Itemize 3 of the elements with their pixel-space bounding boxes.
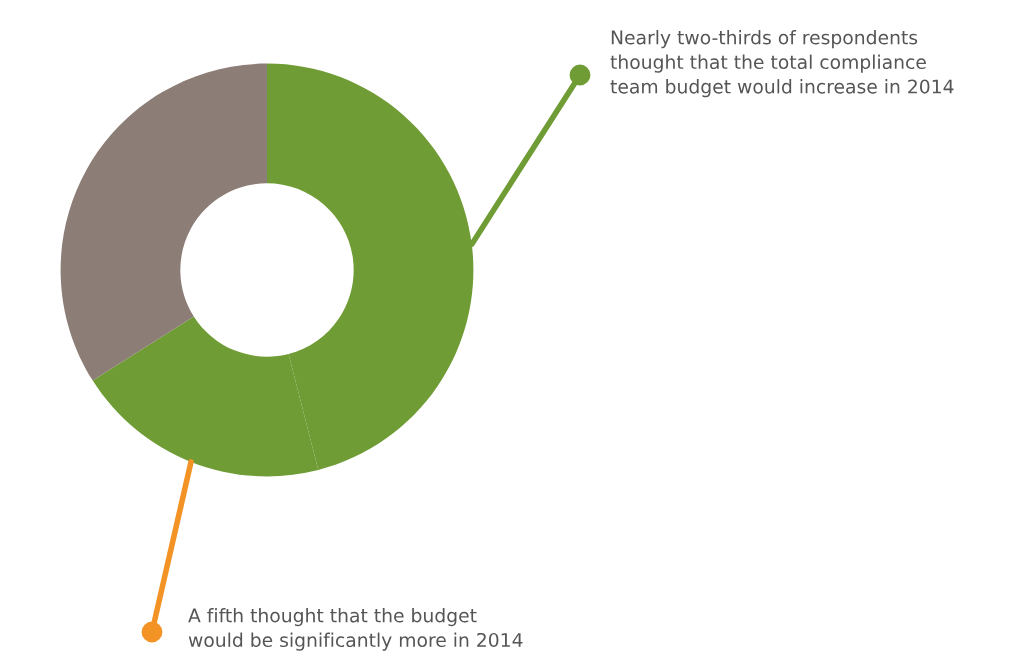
text: Nearly two-thirds of respondents thought that the total compliance team budget would increase in 2014 (610, 30, 954, 98)
donut-slice (60, 63, 267, 381)
text: A fifth thought that the budget would be significantly more in 2014 (188, 608, 523, 651)
